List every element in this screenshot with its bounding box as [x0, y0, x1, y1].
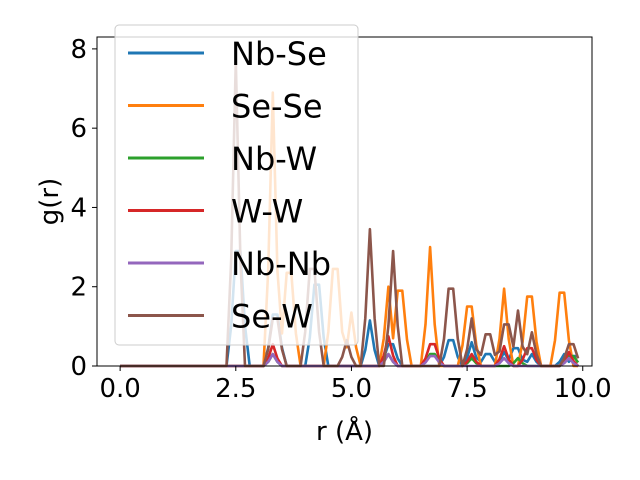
x-tick-label: 5.0 — [331, 374, 372, 404]
x-axis-label: r (Å) — [316, 415, 373, 447]
legend-label-se-w: Se-W — [231, 298, 313, 336]
y-tick-label: 0 — [70, 352, 87, 382]
x-tick-label: 0.0 — [99, 374, 140, 404]
x-tick-label: 7.5 — [446, 374, 487, 404]
legend-label-nb-w: Nb-W — [231, 140, 317, 178]
legend-label-nb-nb: Nb-Nb — [231, 245, 331, 283]
legend-label-nb-se: Nb-Se — [231, 35, 327, 73]
y-axis-ticks: 0 2 4 6 8 — [70, 35, 97, 382]
x-tick-label: 10.0 — [554, 374, 612, 404]
legend: Nb-Se Se-Se Nb-W W-W Nb-Nb Se-W — [114, 24, 359, 346]
legend-label-w-w: W-W — [231, 193, 303, 231]
y-axis-label: g(r) — [35, 178, 65, 225]
x-axis-ticks: 0.0 2.5 5.0 7.5 10.0 — [99, 366, 612, 404]
x-tick-label: 2.5 — [215, 374, 256, 404]
y-tick-label: 2 — [70, 273, 87, 303]
legend-label-se-se: Se-Se — [231, 88, 323, 126]
y-tick-label: 4 — [70, 193, 87, 223]
y-tick-label: 6 — [70, 114, 87, 144]
y-tick-label: 8 — [70, 35, 87, 65]
